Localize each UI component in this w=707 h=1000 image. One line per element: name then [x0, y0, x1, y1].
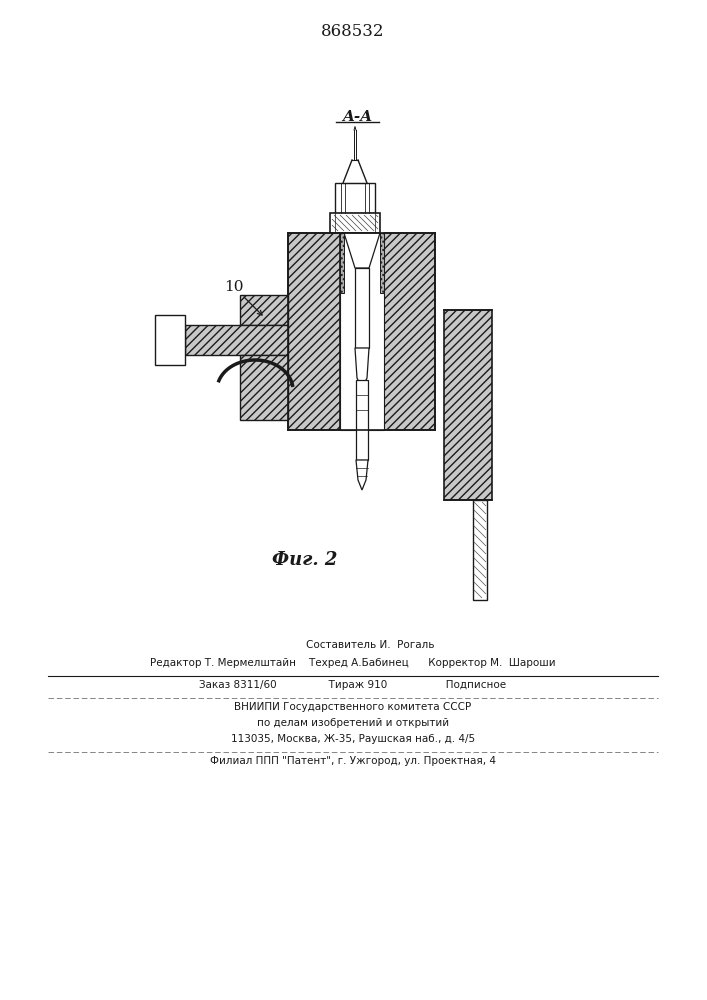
- Polygon shape: [380, 233, 384, 293]
- Bar: [330, 213, 380, 233]
- Bar: [355, 268, 369, 348]
- Polygon shape: [288, 233, 340, 430]
- Text: A-A: A-A: [342, 110, 372, 124]
- Polygon shape: [240, 295, 288, 325]
- Text: Заказ 8311/60                Тираж 910                  Подписное: Заказ 8311/60 Тираж 910 Подписное: [199, 680, 506, 690]
- Bar: [473, 500, 487, 600]
- Bar: [356, 380, 368, 460]
- Polygon shape: [185, 325, 288, 355]
- Text: ВНИИПИ Государственного комитета СССР: ВНИИПИ Государственного комитета СССР: [235, 702, 472, 712]
- Polygon shape: [355, 348, 369, 388]
- Text: 10: 10: [224, 280, 244, 294]
- Bar: [340, 233, 384, 430]
- Text: Филиал ППП "Патент", г. Ужгород, ул. Проектная, 4: Филиал ППП "Патент", г. Ужгород, ул. Про…: [210, 756, 496, 766]
- Text: Редактор Т. Мермелштайн    Техред А.Бабинец      Корректор М.  Шароши: Редактор Т. Мермелштайн Техред А.Бабинец…: [150, 658, 556, 668]
- Text: Составитель И.  Рогаль: Составитель И. Рогаль: [305, 640, 434, 650]
- Polygon shape: [384, 233, 435, 430]
- Text: 113035, Москва, Ж-35, Раушская наб., д. 4/5: 113035, Москва, Ж-35, Раушская наб., д. …: [231, 734, 475, 744]
- Polygon shape: [444, 310, 492, 500]
- Polygon shape: [240, 355, 288, 420]
- Polygon shape: [356, 460, 368, 490]
- Text: 868532: 868532: [321, 23, 385, 40]
- Text: по делам изобретений и открытий: по делам изобретений и открытий: [257, 718, 449, 728]
- Bar: [335, 183, 375, 213]
- Polygon shape: [344, 233, 380, 268]
- Text: Фиг. 2: Фиг. 2: [272, 551, 338, 569]
- Bar: [155, 315, 185, 365]
- Polygon shape: [340, 233, 344, 293]
